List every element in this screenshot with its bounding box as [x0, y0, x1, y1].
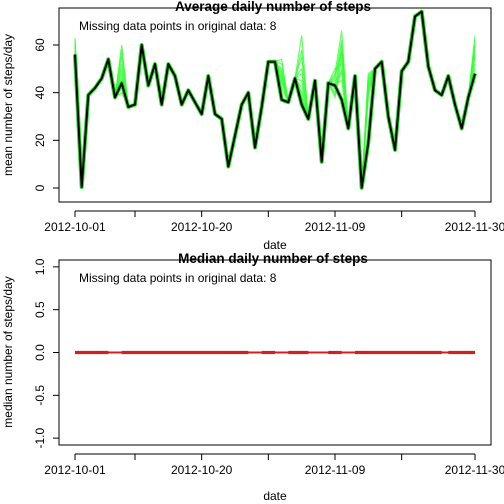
- chart1-y-axis: 0 20 40 60: [33, 38, 60, 191]
- x-tick-label: 2012-10-01: [44, 220, 106, 234]
- y-tick-label: 1.0: [33, 258, 47, 275]
- x-tick-label: 2012-10-01: [44, 463, 106, 477]
- median-steps-chart: Median daily number of steps Missing dat…: [1, 251, 504, 503]
- mean-series-line: [74, 10, 476, 189]
- chart2-annotation: Missing data points in original data: 8: [79, 271, 277, 285]
- y-tick-label: 0.5: [33, 301, 47, 318]
- x-tick-label: 2012-10-20: [171, 220, 233, 234]
- x-tick-label: 2012-11-09: [305, 220, 366, 234]
- y-tick-label: 60: [33, 38, 47, 52]
- y-tick-label: -1.0: [33, 427, 47, 448]
- chart1-title: Average daily number of steps: [175, 0, 371, 14]
- chart2-x-label: date: [263, 489, 287, 503]
- chart2-y-axis: -1.0 -0.5 0.0 0.5 1.0: [33, 258, 60, 448]
- y-tick-label: 40: [33, 86, 47, 100]
- average-steps-chart: Average daily number of steps Missing da…: [1, 0, 504, 252]
- chart1-annotation: Missing data points in original data: 8: [79, 19, 277, 33]
- chart2-y-label: median number of steps/day: [1, 276, 15, 427]
- y-tick-label: 0.0: [33, 344, 47, 361]
- x-tick-label: 2012-11-30: [445, 220, 504, 234]
- y-tick-label: 20: [33, 133, 47, 147]
- x-tick-label: 2012-11-09: [305, 463, 366, 477]
- x-tick-label: 2012-10-20: [171, 463, 233, 477]
- y-tick-label: 0: [33, 184, 47, 191]
- chart1-x-axis: 2012-10-01 2012-10-20 2012-11-09 2012-11-30: [44, 210, 504, 234]
- y-tick-label: -0.5: [33, 385, 47, 406]
- x-tick-label: 2012-11-30: [445, 463, 504, 477]
- chart1-x-label: date: [263, 238, 287, 252]
- chart2-title: Median daily number of steps: [178, 251, 368, 266]
- chart2-x-axis: 2012-10-01 2012-10-20 2012-11-09 2012-11-30: [44, 453, 504, 477]
- chart1-series: [73, 9, 477, 190]
- chart1-y-label: mean number of steps/day: [1, 34, 15, 176]
